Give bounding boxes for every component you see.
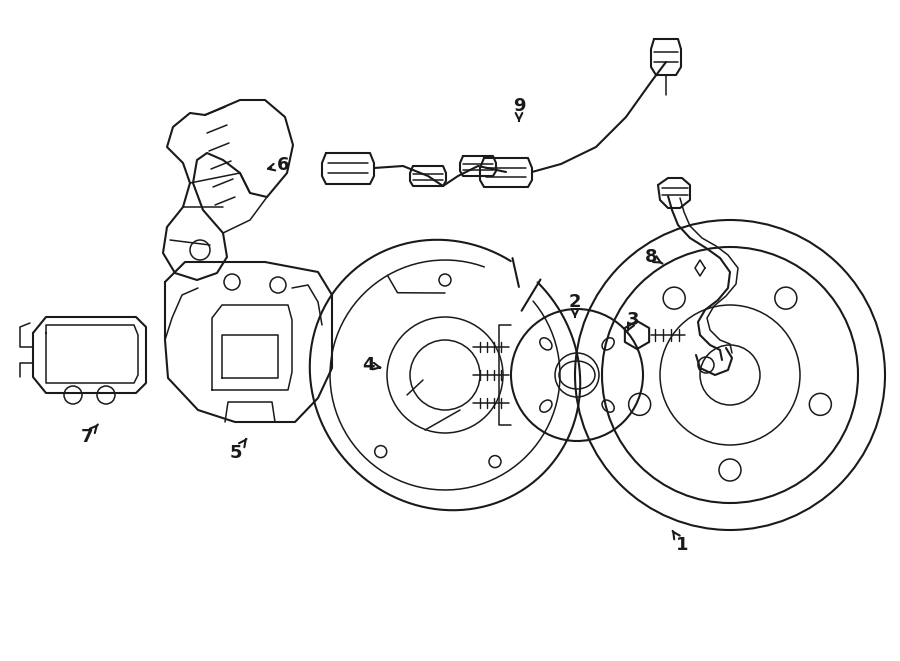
Text: 8: 8 bbox=[644, 248, 662, 266]
Text: 2: 2 bbox=[569, 293, 581, 317]
Text: 4: 4 bbox=[362, 356, 381, 374]
Text: 1: 1 bbox=[672, 531, 688, 554]
Text: 9: 9 bbox=[513, 97, 526, 121]
Text: 3: 3 bbox=[626, 311, 639, 332]
Text: 6: 6 bbox=[268, 156, 289, 174]
Text: 7: 7 bbox=[81, 424, 98, 446]
Text: 5: 5 bbox=[230, 439, 247, 462]
